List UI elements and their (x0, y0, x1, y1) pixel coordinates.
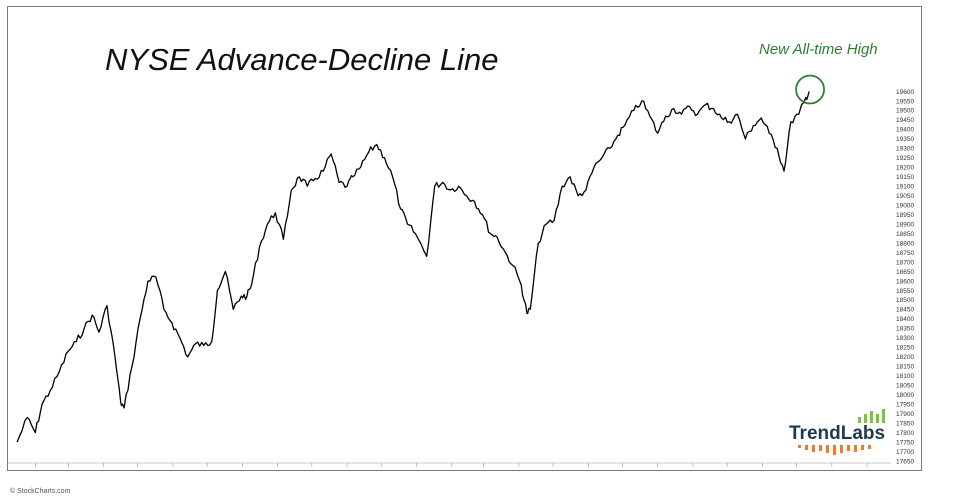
y-tick-label: 18700 (896, 259, 914, 266)
trendlabs-logo: TrendLabs (789, 409, 885, 455)
y-tick-label: 19500 (896, 108, 914, 115)
y-tick-label: 17800 (896, 430, 914, 437)
y-tick-label: 18900 (896, 221, 914, 228)
y-tick-label: 18300 (896, 335, 914, 342)
logo-bar (882, 409, 885, 423)
footer-credit: © StockCharts.com (10, 488, 71, 495)
ad-line-series (16, 91, 810, 443)
y-tick-label: 18400 (896, 316, 914, 323)
logo-dot (854, 445, 857, 452)
y-tick-label: 17700 (896, 449, 914, 456)
y-tick-label: 18750 (896, 250, 914, 257)
y-tick-label: 18100 (896, 373, 914, 380)
y-tick-label: 18600 (896, 278, 914, 285)
y-tick-label: 19100 (896, 184, 914, 191)
y-tick-label: 18350 (896, 326, 914, 333)
y-tick-label: 19350 (896, 136, 914, 143)
y-tick-label: 18550 (896, 288, 914, 295)
y-tick-label: 17950 (896, 401, 914, 408)
logo-dot (812, 445, 815, 452)
logo-dot (819, 445, 822, 451)
y-tick-label: 19550 (896, 98, 914, 105)
y-tick-label: 19300 (896, 146, 914, 153)
y-tick-label: 18000 (896, 392, 914, 399)
chart-title: NYSE Advance-Decline Line (105, 42, 498, 77)
y-tick-label: 18250 (896, 345, 914, 352)
y-tick-label: 18500 (896, 297, 914, 304)
all-time-high-circle (795, 74, 825, 105)
annotation-new-high: New All-time High (759, 41, 878, 58)
chart-frame: NYSE Advance-Decline Line New All-time H… (7, 6, 922, 471)
logo-dot (847, 445, 850, 451)
y-tick-label: 17650 (896, 458, 914, 465)
logo-dot (833, 445, 836, 455)
logo-dot (826, 445, 829, 453)
y-tick-label: 17750 (896, 439, 914, 446)
y-tick-label: 18150 (896, 364, 914, 371)
logo-dot (805, 445, 808, 450)
y-tick-label: 19250 (896, 155, 914, 162)
y-tick-label: 18050 (896, 383, 914, 390)
y-tick-label: 19450 (896, 117, 914, 124)
logo-dot (840, 445, 843, 453)
y-tick-label: 19150 (896, 174, 914, 181)
brand-name: TrendLabs (789, 423, 885, 444)
y-tick-label: 19000 (896, 202, 914, 209)
logo-dot (798, 445, 801, 448)
logo-bar (876, 414, 879, 423)
y-tick-label: 18850 (896, 231, 914, 238)
y-tick-label: 18950 (896, 212, 914, 219)
y-tick-label: 18200 (896, 354, 914, 361)
line-chart: NYSE Advance-Decline Line New All-time H… (8, 41, 914, 467)
y-tick-label: 17850 (896, 420, 914, 427)
y-tick-label: 18650 (896, 269, 914, 276)
logo-dot (868, 445, 871, 449)
logo-bar (870, 411, 873, 423)
y-tick-label: 18800 (896, 240, 914, 247)
y-tick-label: 18450 (896, 307, 914, 314)
y-tick-label: 19200 (896, 165, 914, 172)
logo-dot (861, 445, 864, 450)
y-tick-label: 17900 (896, 411, 914, 418)
y-tick-label: 19050 (896, 193, 914, 200)
y-tick-label: 19400 (896, 127, 914, 134)
logo-bar (858, 417, 861, 423)
y-tick-label: 19600 (896, 89, 914, 96)
logo-bar (864, 414, 867, 423)
